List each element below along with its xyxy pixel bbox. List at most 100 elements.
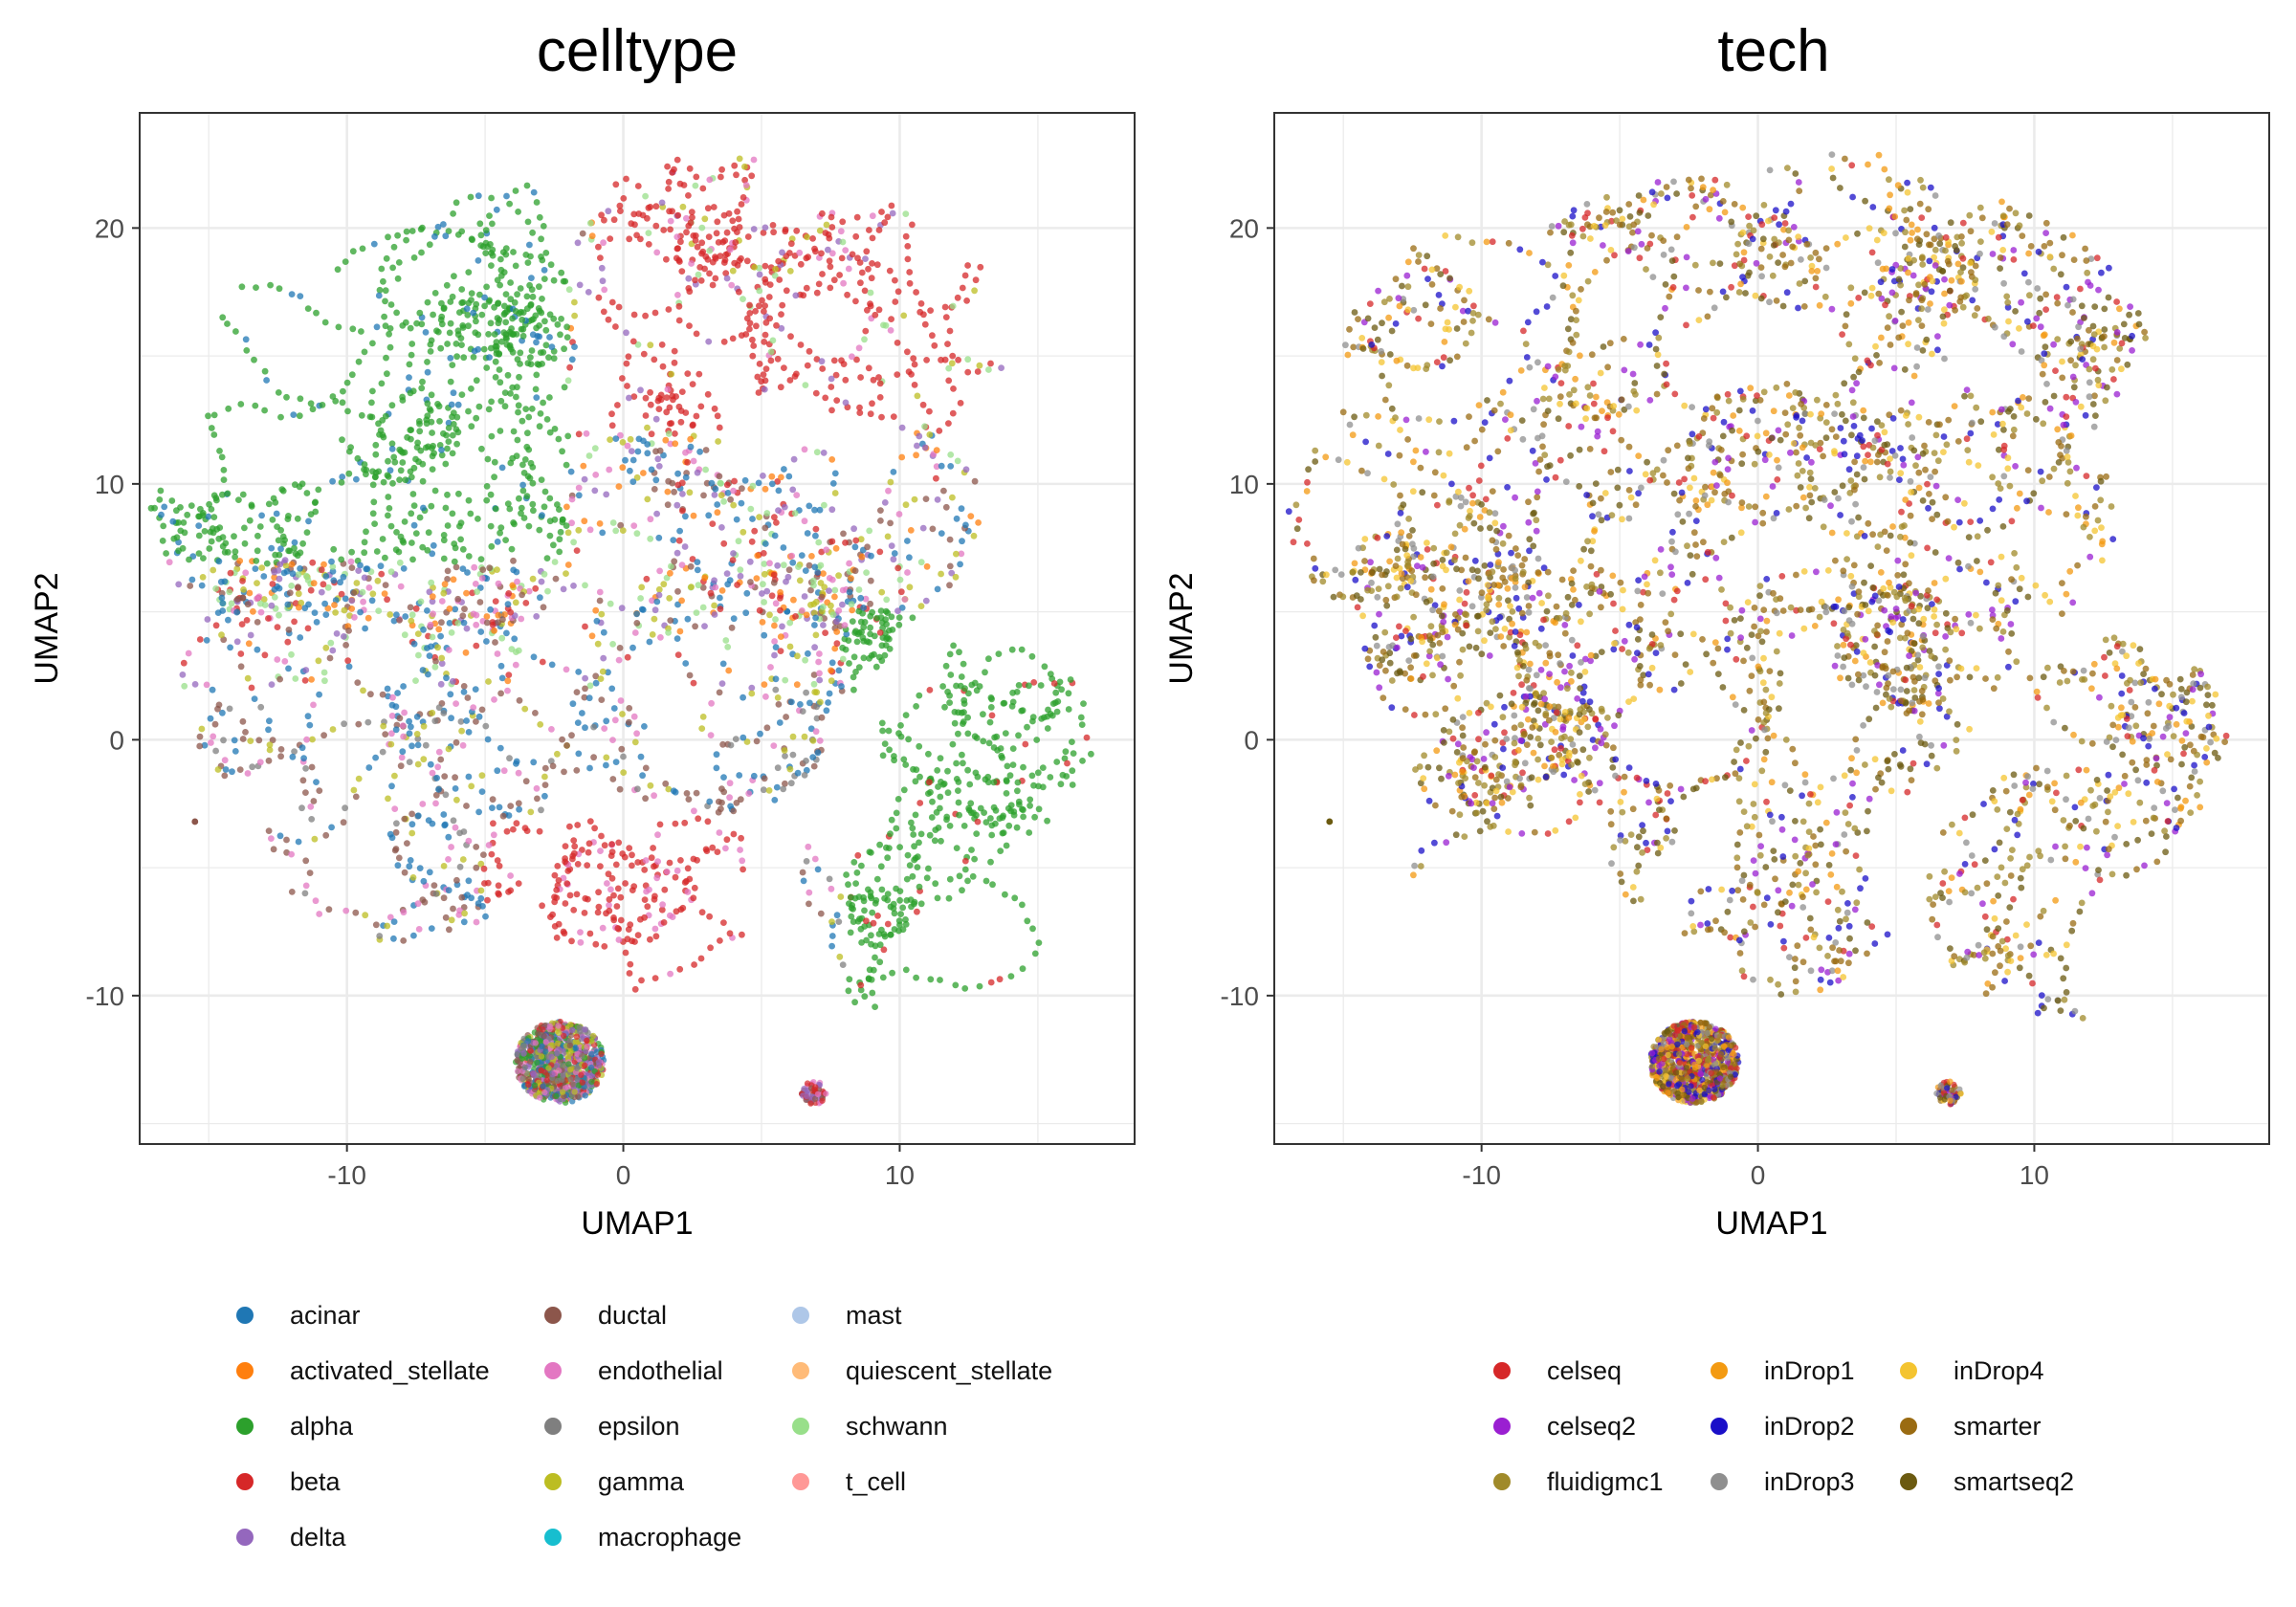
point-alpha — [502, 319, 510, 326]
point-alpha — [241, 524, 248, 532]
point-alpha — [939, 683, 946, 690]
point-beta — [768, 592, 776, 600]
point-schwann — [292, 675, 299, 682]
point-beta — [774, 355, 782, 363]
point-endothelial — [532, 1040, 539, 1046]
point-alpha — [946, 875, 954, 883]
point-celseq — [1740, 256, 1748, 264]
point-acinar — [720, 774, 727, 781]
point-alpha — [372, 451, 380, 458]
point-alpha — [457, 519, 465, 527]
point-beta — [815, 280, 823, 288]
point-beta — [610, 914, 617, 921]
point-smarter — [1779, 252, 1786, 258]
point-ductal — [775, 701, 783, 708]
point-beta — [496, 862, 503, 870]
point-ductal — [446, 926, 453, 934]
point-smarter — [1731, 201, 1738, 208]
point-beta — [630, 393, 638, 400]
point-endothelial — [712, 583, 719, 591]
point-beta — [507, 608, 514, 616]
point-ductal — [464, 694, 472, 701]
point-alpha — [335, 323, 342, 331]
point-alpha — [882, 607, 890, 615]
point-endothelial — [647, 516, 654, 523]
point-beta — [614, 402, 621, 408]
point-gamma — [260, 596, 268, 603]
point-alpha — [912, 778, 919, 785]
point-acinar — [330, 577, 338, 584]
point-beta — [641, 914, 648, 921]
point-beta — [578, 1071, 585, 1079]
point-beta — [309, 559, 317, 566]
point-alpha — [997, 848, 1004, 854]
point-endothelial — [651, 792, 657, 800]
point-endothelial — [518, 615, 525, 623]
point-alpha — [453, 440, 460, 448]
point-gamma — [571, 1089, 578, 1095]
point-beta — [988, 712, 996, 719]
point-alpha — [382, 412, 389, 420]
point-beta — [892, 298, 899, 305]
point-schwann — [706, 247, 714, 254]
point-acinar — [633, 610, 640, 618]
point-ductal — [541, 764, 549, 772]
point-ductal — [234, 595, 241, 603]
point-beta — [872, 311, 879, 319]
point-beta — [566, 892, 574, 899]
point-beta — [561, 1032, 567, 1040]
point-gamma — [715, 438, 721, 445]
point-smarter — [1653, 390, 1661, 398]
point-alpha — [403, 228, 410, 235]
point-inDrop3 — [1631, 244, 1638, 252]
point-beta — [894, 340, 901, 346]
point-beta — [920, 311, 927, 319]
point-epsilon — [799, 708, 806, 715]
point-acinar — [599, 529, 607, 537]
point-acinar — [541, 267, 548, 274]
point-delta — [833, 618, 840, 626]
point-delta — [204, 616, 211, 623]
point-beta — [555, 877, 563, 884]
point-alpha — [1052, 689, 1060, 696]
point-alpha — [895, 927, 902, 935]
point-alpha — [428, 502, 435, 510]
point-gamma — [369, 590, 377, 598]
point-alpha — [483, 483, 491, 490]
point-beta — [562, 900, 569, 907]
point-beta — [284, 638, 292, 646]
point-alpha — [875, 653, 883, 661]
point-acinar — [740, 693, 746, 701]
point-gamma — [786, 765, 794, 773]
point-acinar — [708, 479, 716, 487]
point-ductal — [432, 791, 440, 799]
point-alpha — [445, 425, 453, 431]
point-alpha — [564, 432, 572, 440]
point-alpha — [538, 476, 545, 483]
point-fluidigmc1 — [1561, 363, 1569, 369]
point-smarter — [1578, 286, 1584, 293]
point-beta — [626, 235, 633, 243]
point-gamma — [823, 221, 830, 229]
point-fluidigmc1 — [1603, 193, 1610, 201]
point-activated_stellate — [245, 640, 253, 648]
point-alpha — [853, 638, 861, 646]
point-acinar — [814, 749, 822, 757]
point-beta — [830, 357, 838, 364]
point-alpha — [361, 466, 367, 473]
point-beta — [827, 263, 834, 271]
point-beta — [746, 319, 754, 327]
point-smartseq2 — [1555, 415, 1562, 423]
point-acinar — [337, 579, 343, 586]
point-ductal — [355, 720, 363, 728]
point-endothelial — [568, 495, 576, 503]
point-alpha — [504, 371, 512, 379]
point-gamma — [311, 835, 319, 843]
point-smarter — [1471, 437, 1478, 445]
point-alpha — [561, 345, 567, 353]
point-schwann — [815, 539, 823, 546]
point-acinar — [493, 206, 500, 213]
point-gamma — [545, 1065, 552, 1071]
point-acinar — [511, 635, 519, 643]
point-beta — [723, 836, 731, 844]
